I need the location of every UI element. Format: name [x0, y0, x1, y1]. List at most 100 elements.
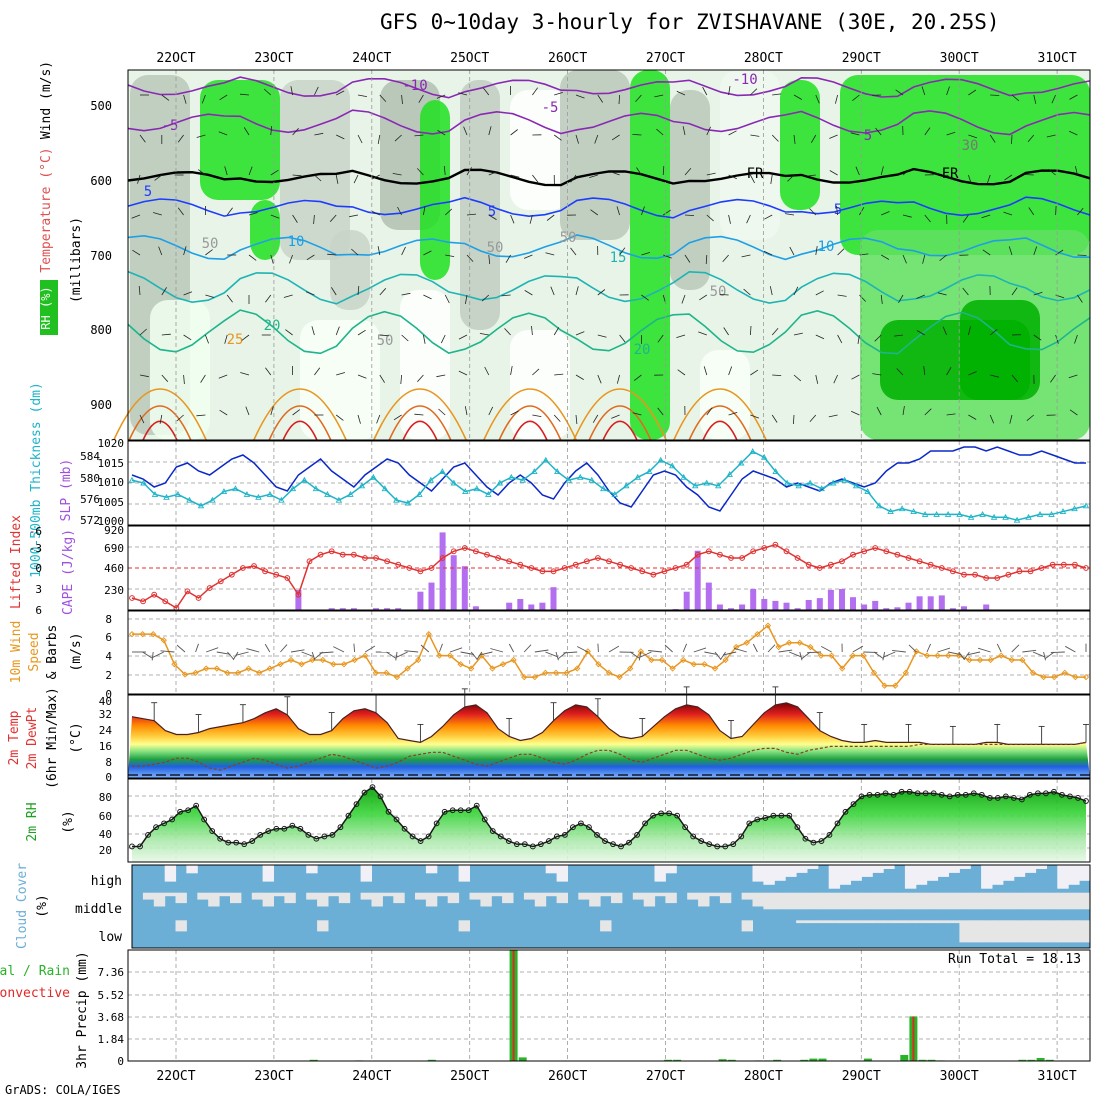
- top-date-label: 27OCT: [646, 51, 685, 66]
- cloud-cover-cell: [197, 893, 208, 900]
- cloud-axis-label: Cloud Cover: [15, 863, 30, 949]
- cloud-cover-cell: [589, 893, 600, 907]
- cloud-cover-cell: [1079, 865, 1090, 881]
- wind-barb: [524, 645, 531, 652]
- wind-barb: [648, 651, 662, 653]
- wind-axis-label-2: Speed: [27, 632, 42, 671]
- cloud-cover-cell: [742, 920, 753, 931]
- run-total-label: Run Total = 18.13: [948, 952, 1081, 967]
- cloud-cover-cell: [665, 893, 676, 903]
- cloud-cover-cell: [1036, 865, 1047, 869]
- precip-convective-bar: [912, 1016, 914, 1061]
- wind-barb: [1025, 175, 1034, 176]
- cloud-cover-cell: [1025, 865, 1036, 873]
- precip-frame: [128, 950, 1090, 1061]
- wind-barb: [152, 652, 153, 660]
- cloud-cover-cell: [861, 893, 872, 910]
- precip-convective-label: Convective: [0, 986, 70, 1001]
- cloud-cover-cell: [720, 893, 731, 903]
- cloud-cover-cell: [709, 893, 720, 897]
- cloud-cover-cell: [829, 893, 840, 910]
- wind-barb: [450, 648, 462, 652]
- cloud-cover-cell: [426, 893, 437, 907]
- wind-tick-label: 4: [105, 650, 112, 663]
- cloud-cover-cell: [546, 865, 557, 873]
- wind-barb: [715, 652, 721, 660]
- temperature-axis-label: Temperature (°C): [39, 147, 54, 272]
- contour-label: 30: [962, 138, 979, 154]
- precip-tick-label: 5.52: [98, 989, 125, 1002]
- cloud-cover-cell: [840, 865, 851, 885]
- top-date-label: 25OCT: [450, 51, 489, 66]
- cloud-cover-cell: [818, 920, 829, 923]
- cape-tick-label: 460: [104, 562, 124, 575]
- contour-label: FR: [747, 166, 764, 182]
- wind-barb: [153, 652, 164, 657]
- lifted-tick-label: -6: [29, 525, 42, 538]
- cloud-cover-cell: [459, 865, 470, 882]
- cloud-cover-cell: [872, 893, 883, 910]
- wind-axis-label-3: & Barbs: [45, 625, 60, 680]
- rh-shading: [300, 320, 380, 440]
- precip-total-bar: [519, 1057, 527, 1061]
- cape-tick-label: 690: [104, 542, 124, 555]
- wind-barb: [609, 646, 619, 652]
- cloud-cover-cell: [1036, 893, 1047, 910]
- cloud-cover-cell: [807, 893, 818, 910]
- cloud-cover-cell: [927, 920, 938, 923]
- cloud-cover-cell: [894, 920, 905, 923]
- cape-bar: [473, 606, 479, 610]
- cloud-cover-cell: [274, 893, 285, 897]
- cloud-cover-cell: [938, 920, 949, 923]
- temp-axis-label-3: (6hr Min/Max): [45, 687, 60, 789]
- page-title: GFS 0~10day 3-hourly for ZVISHAVANE (30E…: [380, 10, 1000, 34]
- temp-tick-label: 32: [99, 708, 112, 721]
- cloud-cover-cell: [970, 893, 981, 910]
- cape-bar: [417, 592, 423, 610]
- pressure-axis-label: (millibars): [69, 217, 84, 303]
- cloud-cover-cell: [949, 865, 960, 873]
- cloud-cover-cell: [905, 893, 916, 910]
- rh-shading: [780, 80, 820, 210]
- top-date-label: 23OCT: [254, 51, 293, 66]
- cloud-cover-cell: [1003, 920, 1014, 942]
- bottom-date-label: 30OCT: [940, 1069, 979, 1084]
- wind-barb: [665, 645, 673, 652]
- bottom-date-label: 25OCT: [450, 1069, 489, 1084]
- cloud-cover-cell: [361, 865, 372, 882]
- cape-bar: [917, 596, 923, 610]
- cloud-cover-cell: [753, 865, 764, 882]
- cape-bar: [983, 605, 989, 611]
- contour-label: 20: [634, 342, 651, 358]
- wind-barb: [807, 652, 821, 653]
- cloud-cover-cell: [687, 893, 698, 900]
- wind-barb: [1077, 255, 1086, 256]
- wind-barb: [291, 650, 305, 652]
- cloud-cover-cell: [165, 893, 176, 897]
- cloud-cover-cell: [143, 893, 154, 900]
- wind-frame: [128, 611, 1090, 694]
- precip-total-bar: [900, 1055, 908, 1061]
- cloud-cover-cell: [1057, 865, 1068, 889]
- slp-axis-label: SLP (mb): [59, 459, 74, 522]
- contour-label: FR: [942, 166, 959, 182]
- cloud-cover-cell: [916, 865, 927, 885]
- cape-bar: [739, 605, 745, 611]
- cloud-cover-cell: [883, 893, 894, 910]
- contour-label: 15: [610, 250, 627, 266]
- cloud-level-label: high: [91, 874, 122, 889]
- wind-barb: [1056, 206, 1057, 215]
- wind-axis-label-1: 10m Wind: [9, 621, 24, 684]
- cloud-cover-cell: [785, 865, 796, 877]
- cloud-cover-cell: [306, 893, 317, 900]
- cloud-cover-cell: [905, 920, 916, 923]
- pressure-tick-label: 700: [90, 249, 112, 263]
- cape-bar: [928, 596, 934, 610]
- cloud-cover-cell: [230, 893, 241, 903]
- wind-barb: [143, 652, 153, 658]
- cloud-cover-cell: [459, 920, 470, 931]
- cloud-cover-cell: [742, 893, 753, 900]
- wind-barb: [354, 644, 355, 652]
- cloud-cover-cell: [437, 893, 448, 897]
